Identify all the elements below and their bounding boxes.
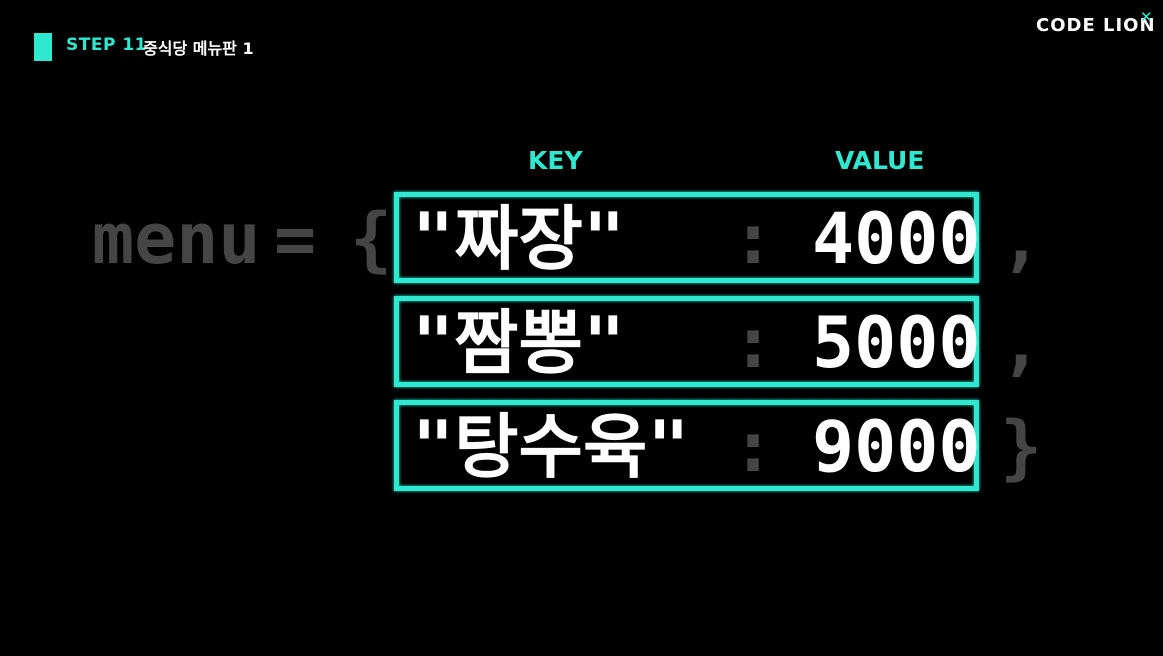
key-value-box [394, 192, 979, 283]
code-open-brace: { [350, 198, 393, 280]
value-column-label: VALUE [835, 146, 925, 175]
menu-key: "짬뽕" [412, 302, 626, 384]
entry-comma: , [1000, 302, 1043, 384]
menu-key: "짜장" [412, 198, 626, 280]
key-value-separator: : [732, 302, 775, 384]
code-equals: = [274, 198, 317, 280]
step-label: STEP 11 [66, 35, 147, 55]
key-value-separator: : [732, 406, 775, 488]
entry-comma: , [1000, 198, 1043, 280]
brand-logo: CODE LION [1036, 15, 1156, 36]
step-indicator-bar [34, 33, 52, 61]
key-value-box [394, 296, 979, 387]
logo-spark-icon: ✕ [1140, 8, 1153, 26]
key-value-box [394, 400, 979, 491]
menu-value: 9000 [812, 406, 981, 488]
menu-value: 5000 [812, 302, 981, 384]
key-column-label: KEY [528, 146, 583, 175]
menu-key: "탕수육" [412, 406, 690, 488]
code-variable: menu [92, 198, 261, 280]
key-value-separator: : [732, 198, 775, 280]
step-title: 중식당 메뉴판 1 [143, 39, 254, 58]
code-close-brace: } [1000, 406, 1043, 488]
menu-value: 4000 [812, 198, 981, 280]
